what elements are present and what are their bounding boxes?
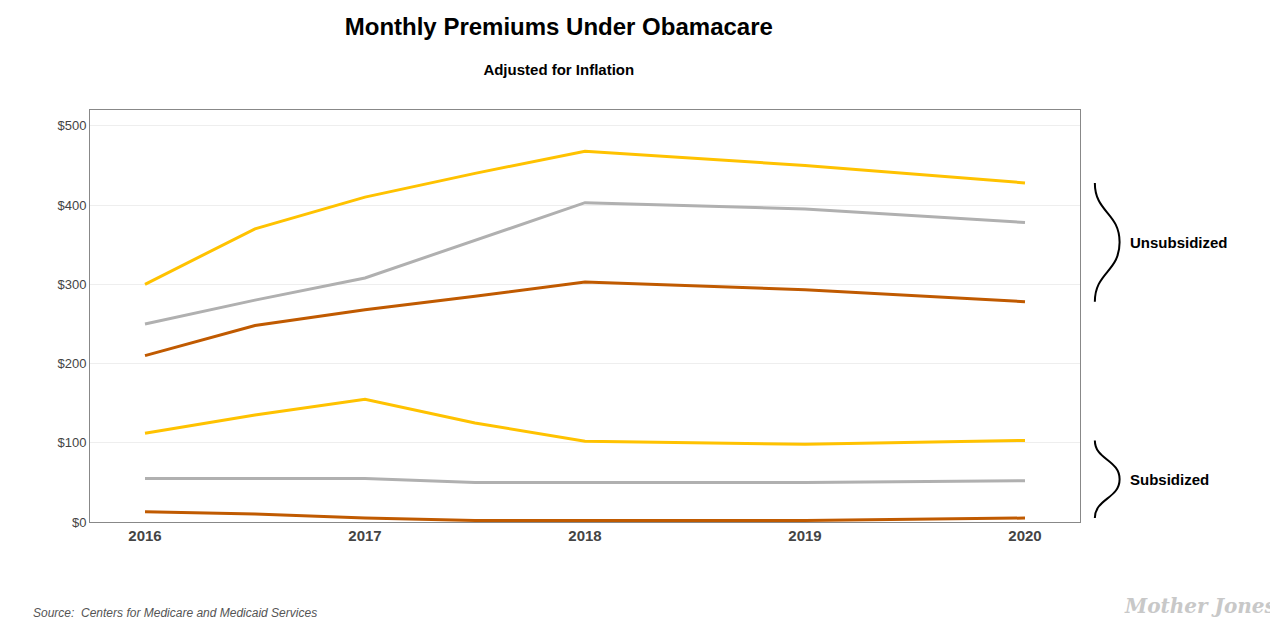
svg-text:2019: 2019 [788,527,821,544]
svg-text:Subsidized: Subsidized [1130,471,1209,488]
svg-text:2017: 2017 [348,527,381,544]
svg-text:$100: $100 [57,435,86,450]
svg-text:$0: $0 [72,515,86,530]
svg-text:Unsubsidized: Unsubsidized [1130,234,1228,251]
svg-text:2018: 2018 [568,527,601,544]
svg-text:Source: Centers for Medicare: Source: Centers for Medicare and Medicai… [33,606,317,620]
svg-text:$300: $300 [57,277,86,292]
svg-text:Adjusted for Inflation: Adjusted for Inflation [483,61,634,78]
svg-text:$400: $400 [57,198,86,213]
svg-text:Mother Jones: Mother Jones [1124,594,1270,618]
svg-text:Monthly Premiums Under Obamaca: Monthly Premiums Under Obamacare [345,13,773,40]
svg-text:2016: 2016 [128,527,161,544]
svg-text:2020: 2020 [1008,527,1041,544]
svg-text:$200: $200 [57,356,86,371]
svg-text:$500: $500 [57,118,86,133]
